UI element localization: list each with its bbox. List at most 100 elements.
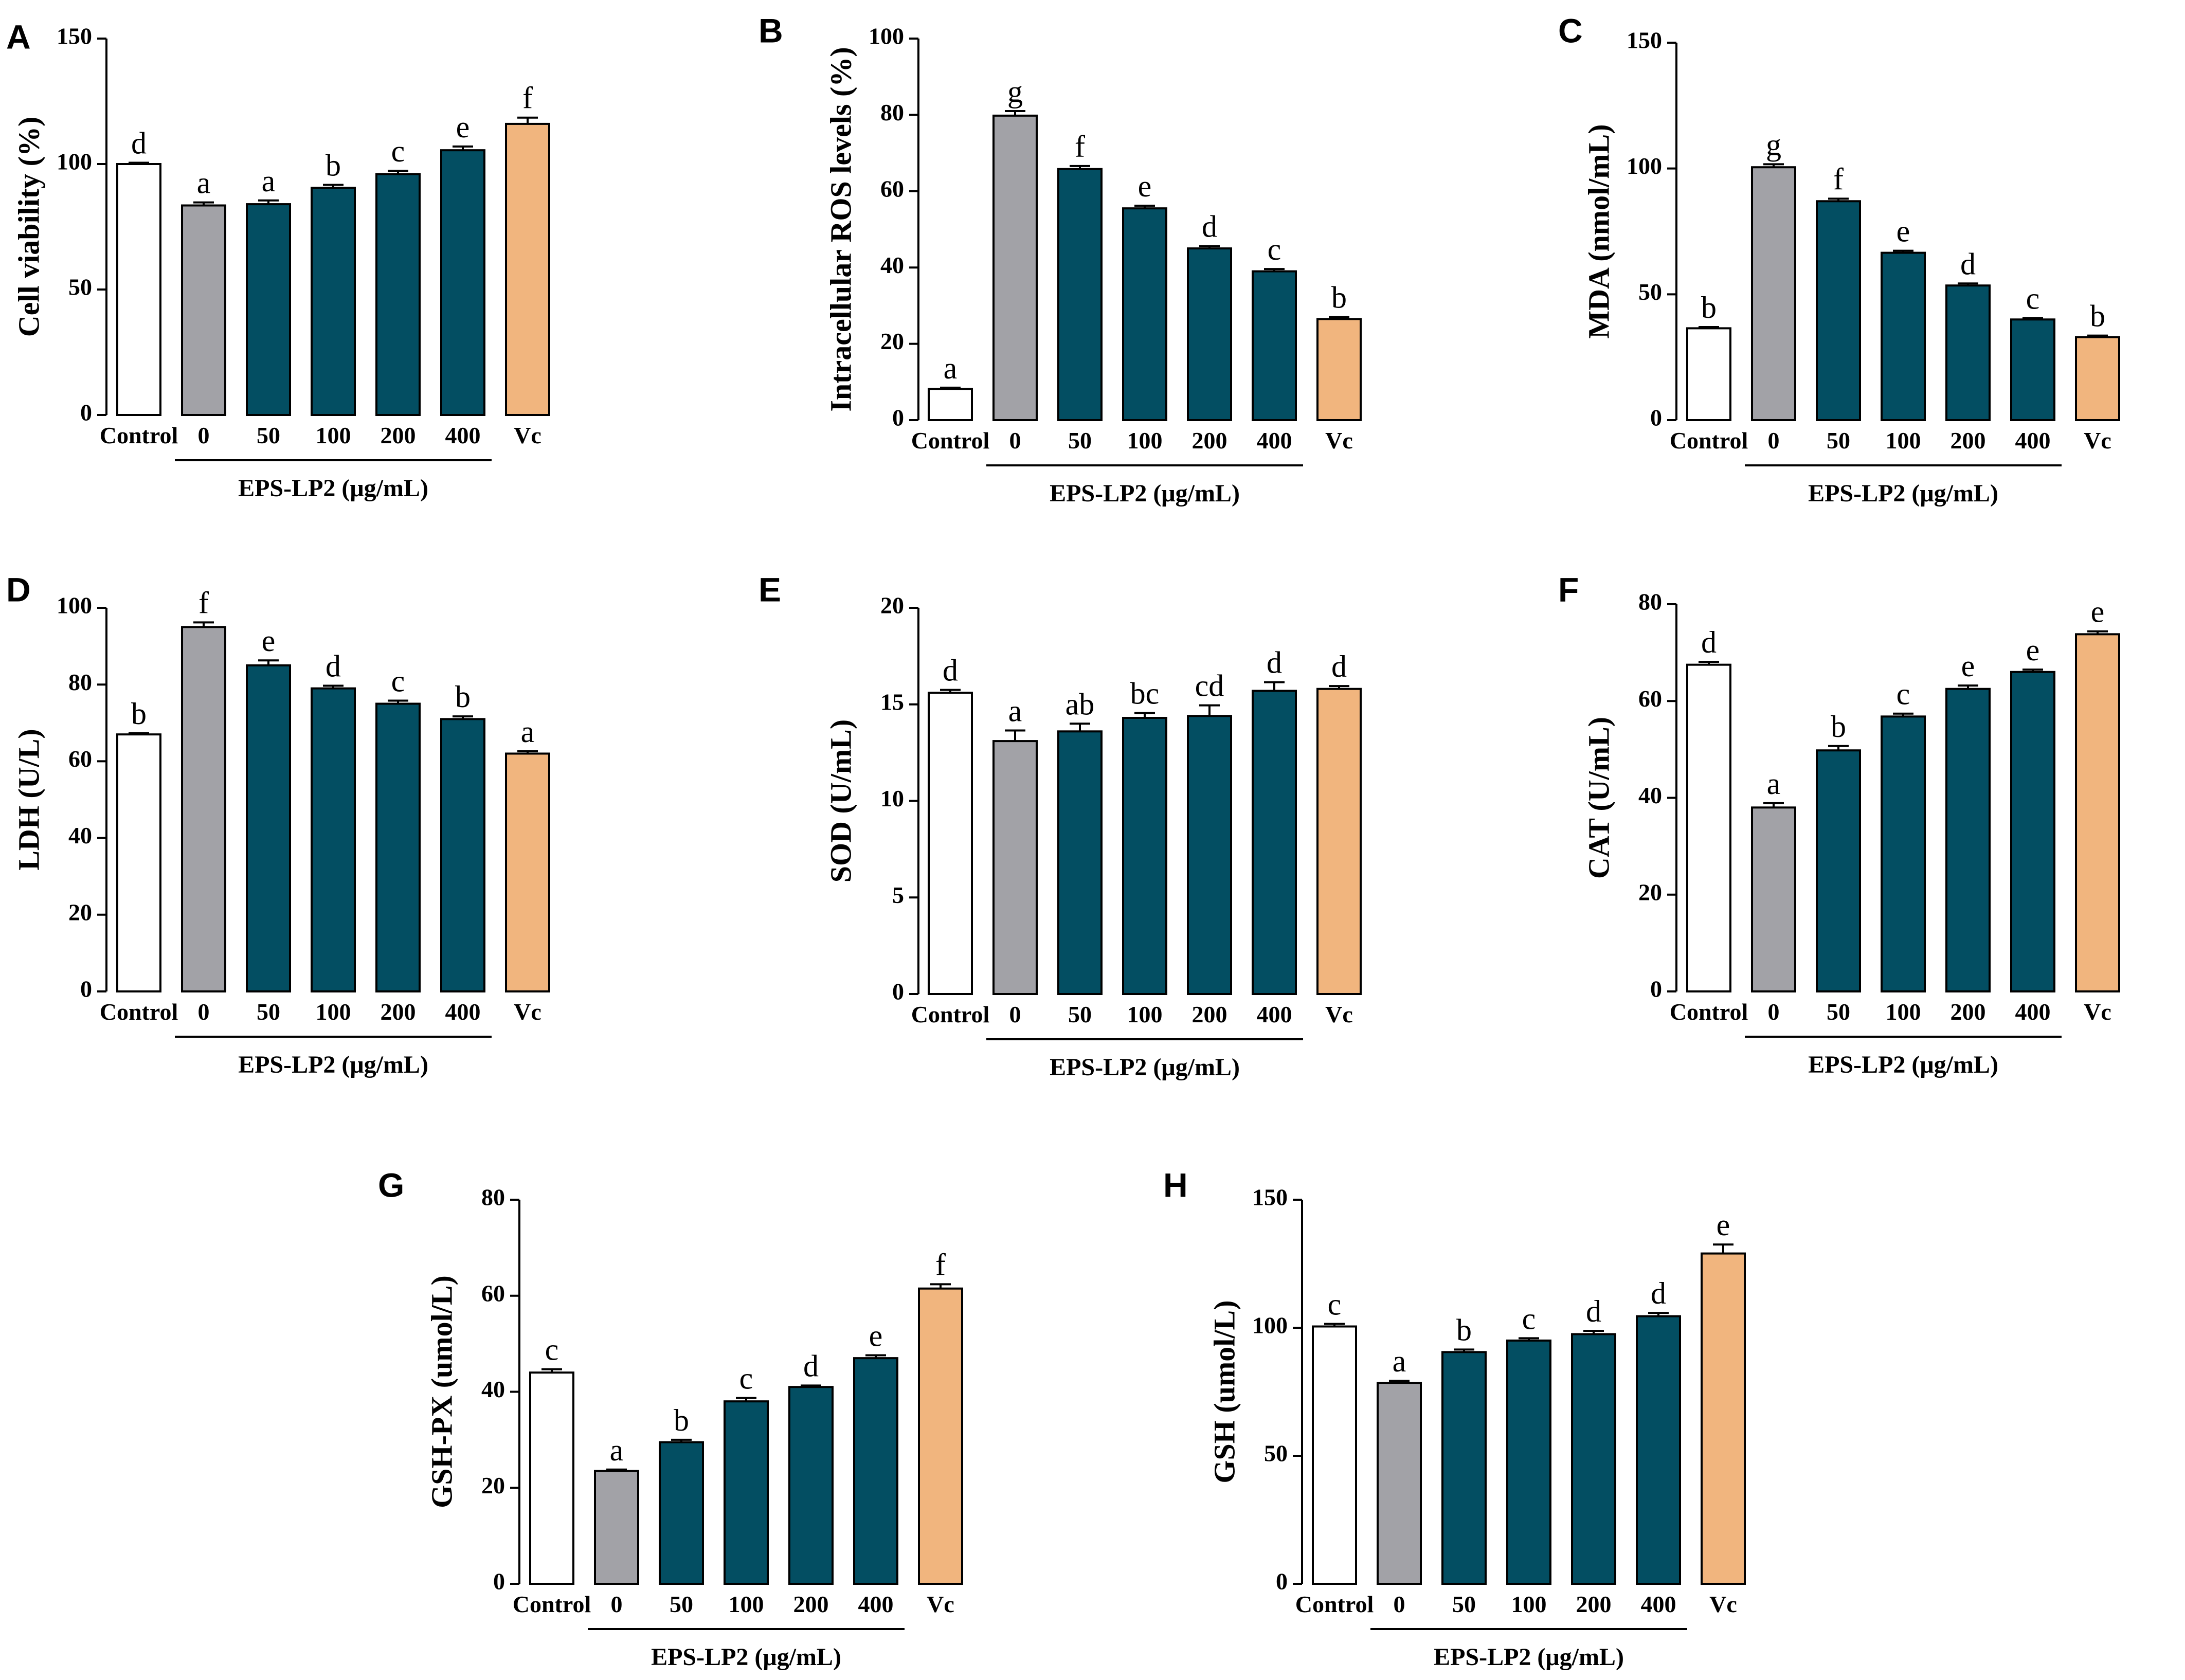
x-tick-label: 0 [198,422,210,448]
bar [992,114,1038,422]
significance-letter: c [391,134,405,168]
x-tick-label: 100 [316,999,351,1025]
significance-letter: c [1328,1288,1342,1322]
bar [2075,633,2120,993]
bar [246,664,291,992]
x-tick-label: 50 [1068,427,1092,454]
x-tick-label: Control [513,1591,591,1617]
group-label: EPS-LP2 (μg/mL) [1434,1643,1624,1671]
y-tick-label: 20 [481,1472,505,1498]
y-tick-label: 0 [892,979,904,1005]
x-tick-label: 50 [257,422,280,448]
y-tick-label: 100 [57,592,92,619]
x-tick-label: 0 [1009,427,1021,454]
x-tick-label: 200 [381,422,416,448]
panel-h: H 0 50 100 150 GSH (umol/L) c Control a 0 b 50 c 100 d… [1163,1166,1746,1671]
x-tick-label: Vc [514,999,541,1025]
significance-letter: a [521,715,535,749]
panel-c: C 0 50 100 150 MDA (nmol/mL) b Control g 0 f 50 e 100… [1558,11,2120,507]
y-tick-label: 80 [481,1184,505,1211]
bar [1686,663,1731,992]
x-tick-label: 200 [1951,427,1986,454]
y-tick-label: 20 [68,899,92,925]
y-tick-label: 100 [57,149,92,175]
y-tick-label: 0 [80,976,92,1002]
y-tick-label: 80 [1638,589,1662,615]
y-tick-label: 50 [1638,279,1662,305]
x-tick-label: 100 [316,422,351,448]
bar [2010,671,2055,992]
bar [1187,715,1232,995]
x-tick-label: 400 [2015,427,2051,454]
x-tick-label: 400 [1257,1001,1292,1027]
y-tick-label: 0 [1276,1568,1288,1595]
bar [1881,715,1926,992]
y-tick-label: 5 [892,882,904,908]
x-tick-label: 50 [670,1591,693,1617]
significance-letter: ab [1066,687,1095,721]
y-tick-label: 10 [880,785,904,811]
x-tick-label: 200 [1192,427,1227,454]
bar [1057,168,1103,421]
significance-letter: c [545,1333,559,1367]
significance-letter: b [1831,710,1846,744]
significance-letter: e [869,1319,883,1353]
x-tick-label: 0 [1768,999,1780,1025]
bar [246,203,291,416]
bar [311,187,356,416]
bar [1751,806,1796,992]
bar [1187,247,1232,421]
bar [1057,730,1103,995]
x-tick-label: 0 [1009,1001,1021,1027]
y-axis-label: CAT (U/mL) [1582,717,1615,879]
x-tick-label: 50 [257,999,280,1025]
significance-letter: d [326,649,341,683]
y-axis-label: Cell viability (%) [12,117,45,337]
x-tick-label: Control [1670,427,1748,454]
y-tick-label: 0 [80,400,92,426]
y-tick-label: 20 [880,328,904,354]
significance-letter: f [198,586,209,620]
significance-letter: a [944,351,958,385]
panel-e: E 0 5 10 15 20 SOD (U/mL) d Control a 0 ab 50 bc 100 cd… [759,570,1362,1081]
significance-letter: d [943,654,958,688]
significance-letter: d [1331,649,1347,683]
bar [928,388,973,422]
y-tick-label: 60 [1638,685,1662,712]
x-tick-label: 0 [1768,427,1780,454]
bar [181,204,226,416]
bar [1881,251,1926,421]
significance-letter: e [2091,595,2105,629]
bar [181,626,226,993]
x-tick-label: 100 [1886,999,1921,1025]
y-tick-label: 60 [481,1280,505,1306]
significance-letter: b [674,1403,689,1437]
y-tick-label: 40 [68,822,92,848]
y-tick-label: 100 [1252,1312,1288,1339]
y-tick-label: 100 [869,23,904,49]
significance-letter: a [262,164,276,198]
y-tick-label: 15 [880,689,904,715]
bar [116,733,161,993]
x-tick-label: Vc [1325,427,1353,454]
bar [505,122,550,417]
bar [375,702,421,992]
bar [2075,336,2120,422]
x-tick-label: 200 [1951,999,1986,1025]
x-tick-label: 100 [1127,1001,1163,1027]
panel-letter: G [378,1166,404,1204]
y-tick-label: 0 [892,405,904,431]
panel-letter: C [1558,11,1583,49]
y-tick-label: 80 [68,669,92,695]
significance-letter: b [1456,1313,1472,1347]
bar [853,1357,898,1585]
bar [375,173,421,416]
bar [1701,1252,1746,1585]
significance-letter: b [455,680,471,714]
bar [1636,1315,1681,1585]
bar [1122,717,1167,996]
panel-g: G 0 20 40 60 80 GSH-PX (umol/L) c Control a 0 b 50 c 1… [378,1166,963,1671]
x-tick-label: 400 [858,1591,894,1617]
significance-letter: a [1767,767,1781,801]
bar [440,718,485,992]
